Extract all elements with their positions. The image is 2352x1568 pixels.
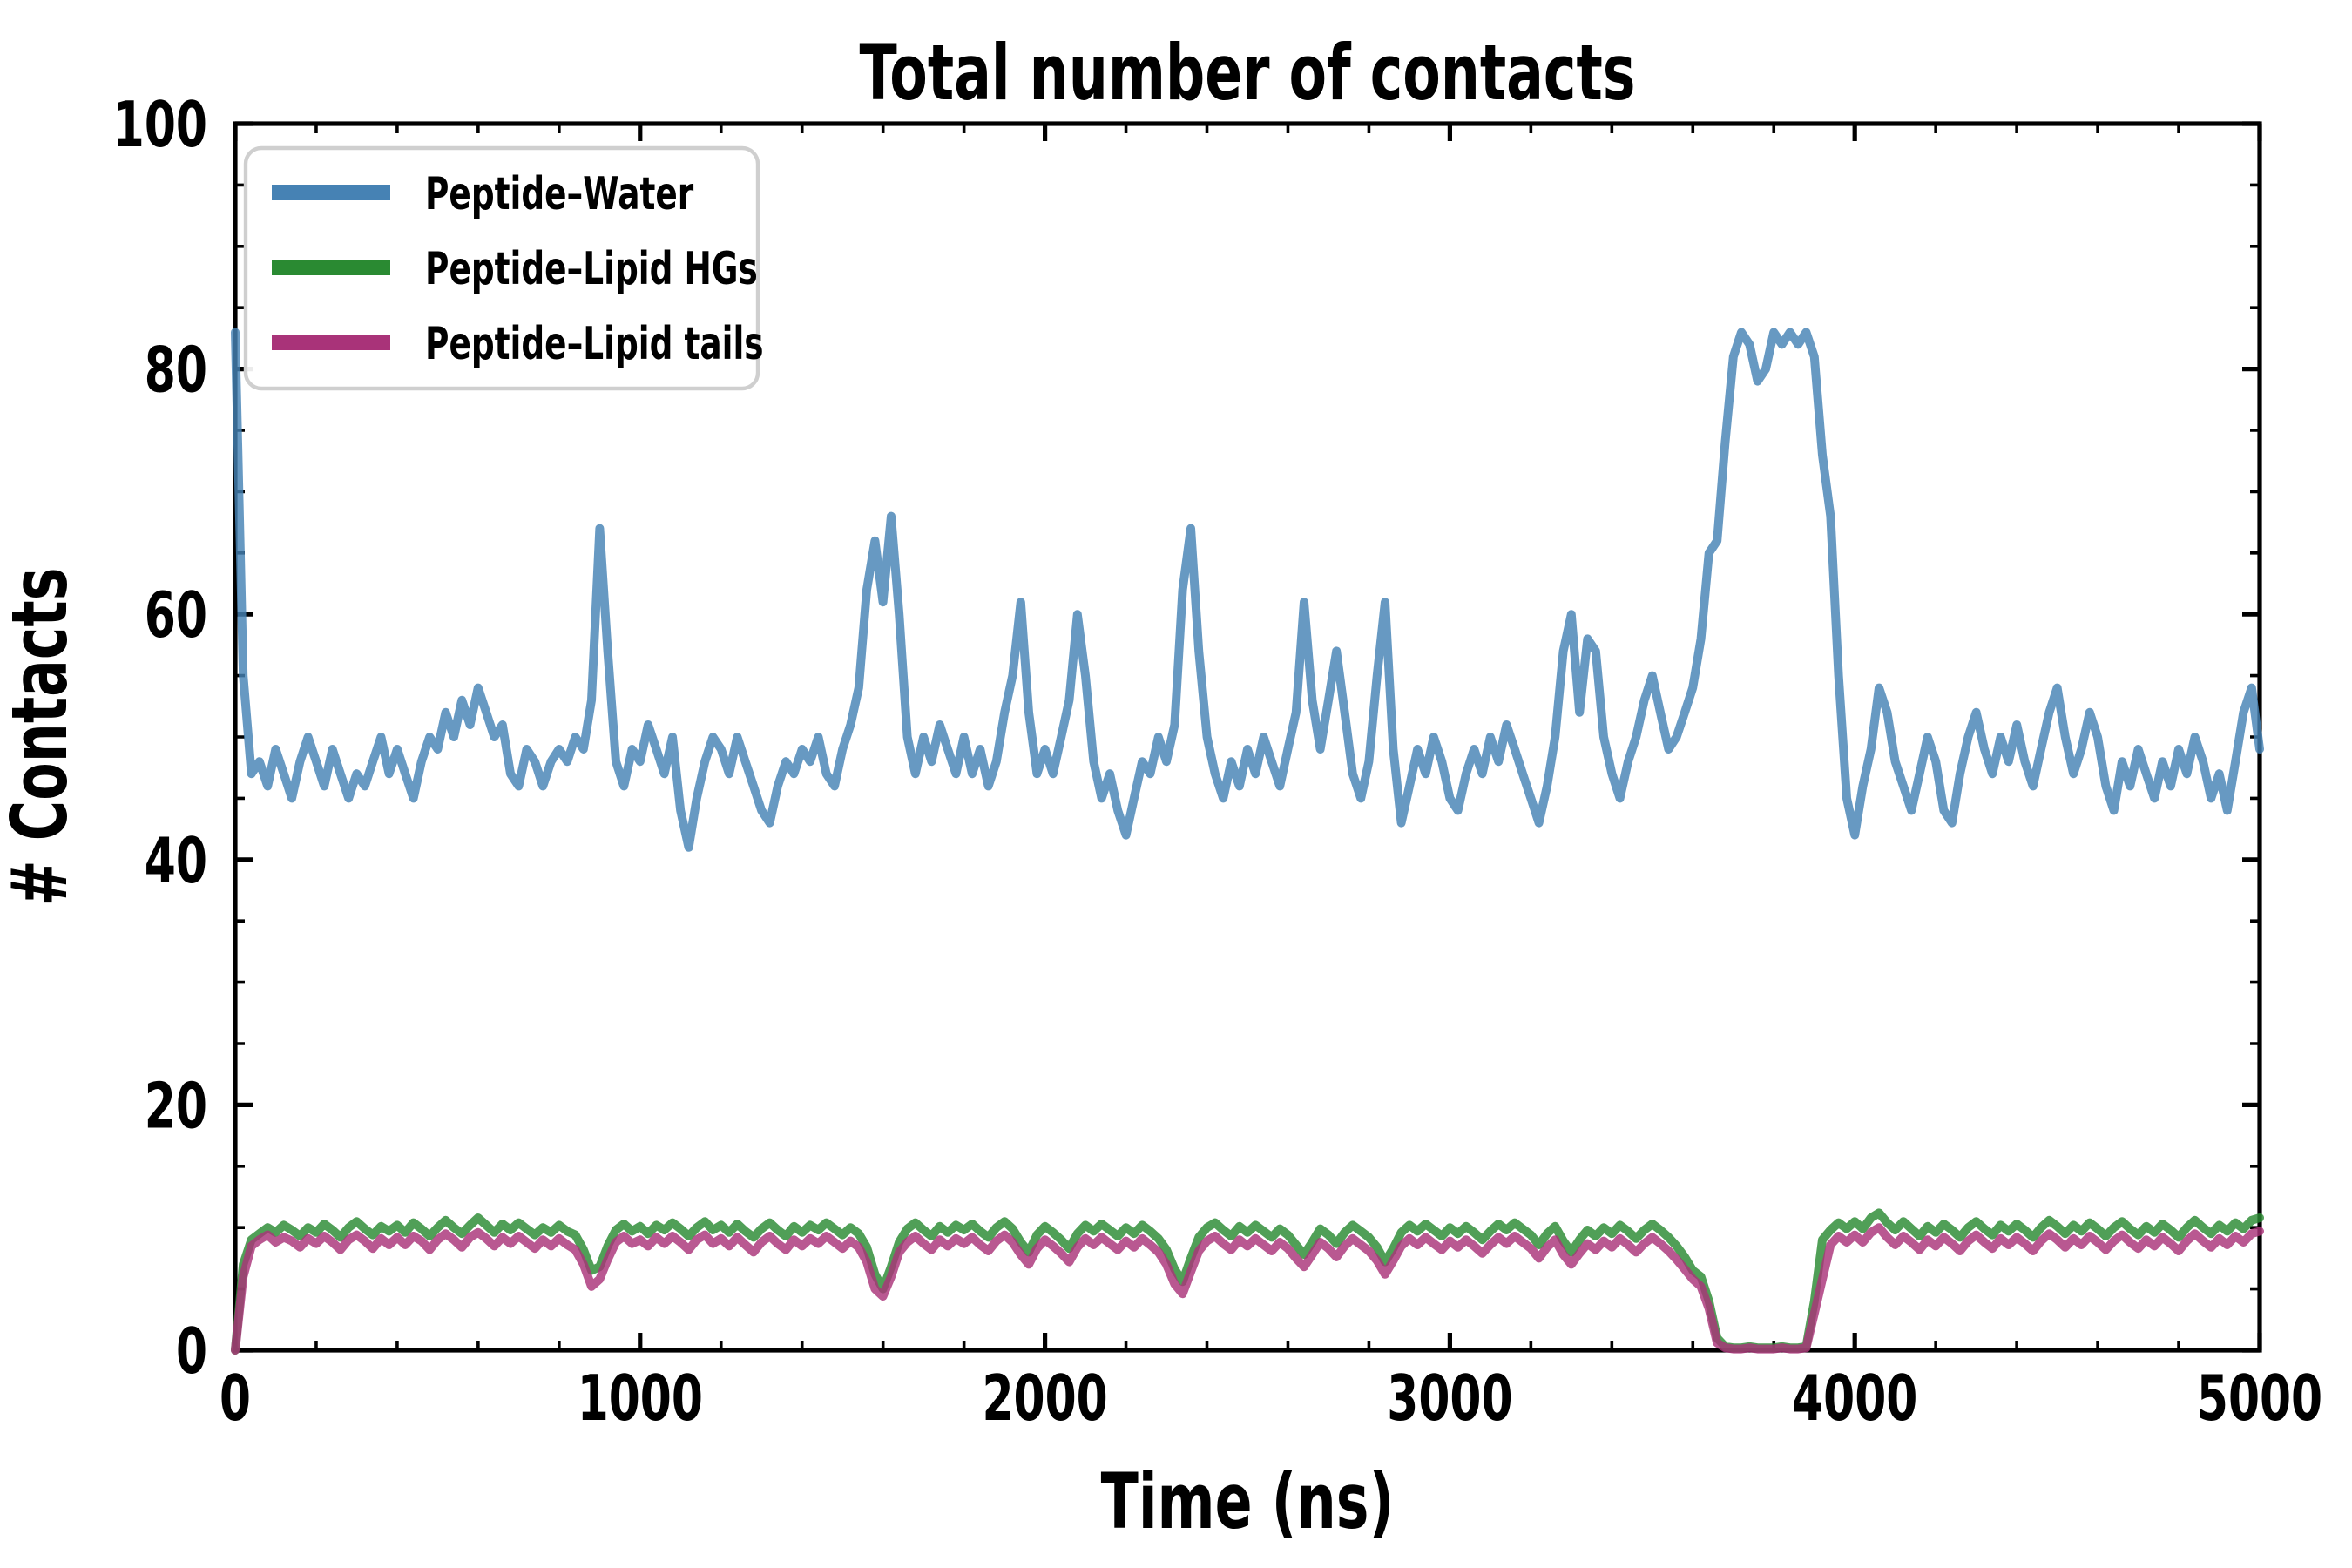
legend-item-label: Peptide–Water xyxy=(425,168,693,220)
peptide-lipid-hgs-swatch xyxy=(272,260,390,275)
series-peptide-lipid-hgs-line xyxy=(231,1208,2264,1355)
chart-title: Total number of contacts xyxy=(860,28,1636,118)
peptide-lipid-tails-swatch xyxy=(272,335,390,350)
series-lines xyxy=(231,328,2264,1355)
y-tick-label: 60 xyxy=(145,578,207,652)
peptide-water-swatch xyxy=(272,185,390,200)
y-tick-label: 100 xyxy=(113,88,207,161)
x-tick-label: 3000 xyxy=(1387,1362,1512,1435)
y-tick-label: 40 xyxy=(145,824,207,897)
x-tick-label: 4000 xyxy=(1792,1362,1917,1435)
x-tick-label: 1000 xyxy=(578,1362,703,1435)
x-axis-label: Time (ns) xyxy=(1101,1456,1395,1546)
legend: Peptide–Water Peptide–Lipid HGs Peptide–… xyxy=(243,145,764,391)
y-tick-label: 80 xyxy=(145,334,207,407)
y-tick-label: 20 xyxy=(145,1069,207,1142)
series-peptide-water-line xyxy=(231,328,2264,852)
series-peptide-lipid-tails-line xyxy=(231,1223,2264,1355)
legend-item-label: Peptide–Lipid HGs xyxy=(425,243,758,295)
legend-item-peptide-lipid-hgs: Peptide–Lipid HGs xyxy=(272,243,758,295)
x-tick-label: 2000 xyxy=(983,1362,1108,1435)
y-tick-label: 0 xyxy=(176,1315,207,1388)
legend-item-peptide-lipid-tails: Peptide–Lipid tails xyxy=(272,318,764,370)
legend-item-label: Peptide–Lipid tails xyxy=(425,318,764,370)
legend-item-peptide-water: Peptide–Water xyxy=(272,168,693,220)
x-tick-label: 0 xyxy=(220,1362,251,1435)
legend-box xyxy=(243,145,760,391)
x-tick-label: 5000 xyxy=(2197,1362,2322,1435)
y-axis-label: # Contacts xyxy=(0,568,84,907)
axes: 0 1000 2000 3000 4000 5000 0 20 40 60 80 100 xyxy=(113,88,2322,1435)
